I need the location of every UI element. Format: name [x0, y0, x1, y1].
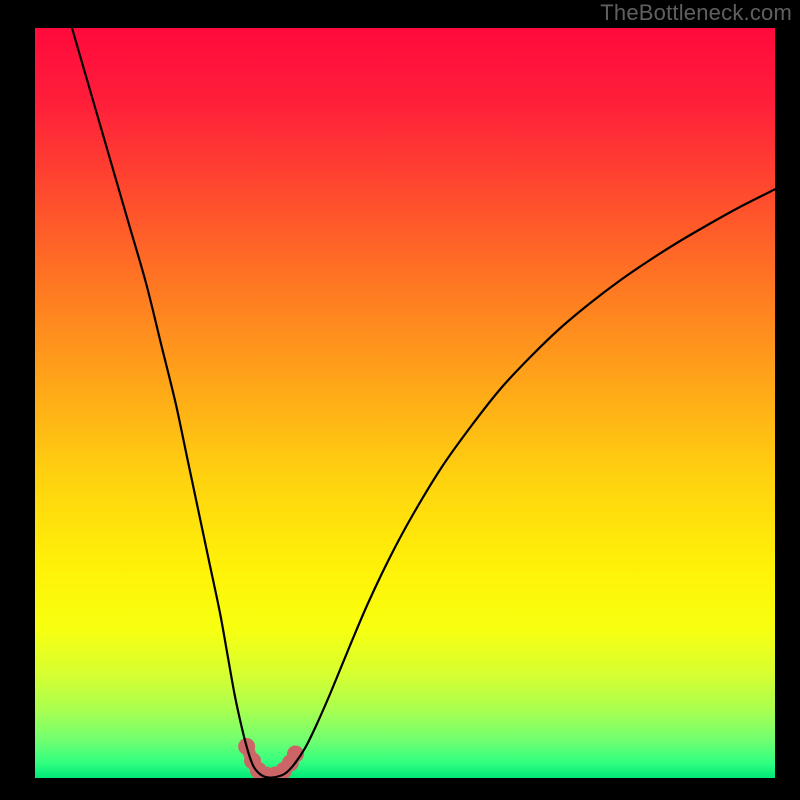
chart-stage: TheBottleneck.com	[0, 0, 800, 800]
plot-area	[35, 28, 775, 778]
watermark-text: TheBottleneck.com	[600, 0, 792, 26]
curve-layer	[35, 28, 775, 778]
bottleneck-curve	[72, 28, 775, 778]
